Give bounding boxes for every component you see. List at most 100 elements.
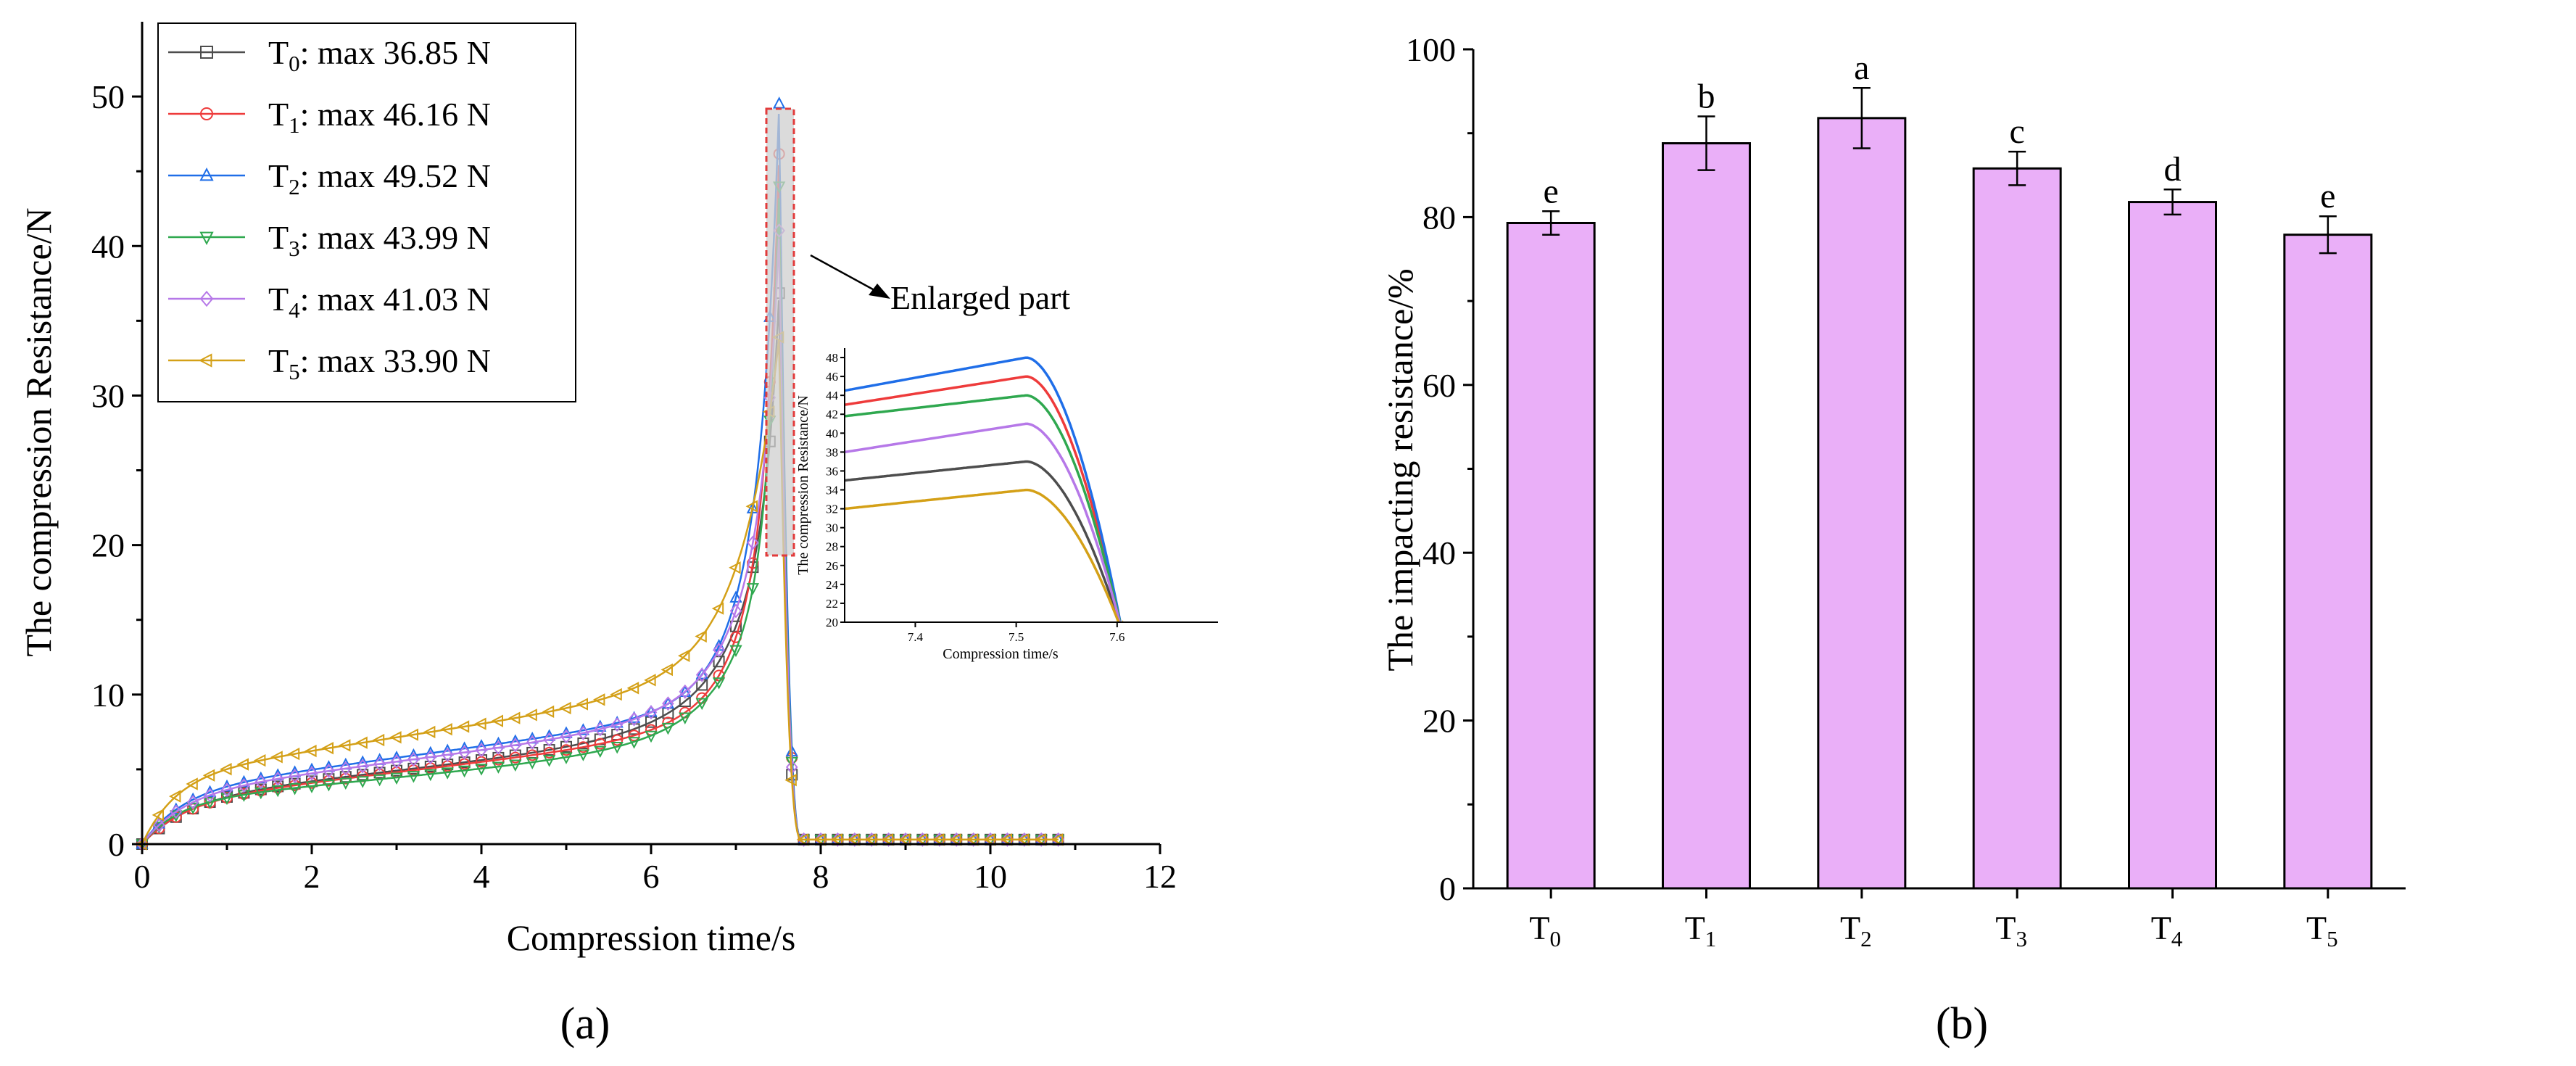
series-marker-T4 — [645, 705, 658, 720]
legend: T0: max 36.85 N T1: max 46.16 N T2: max 49… — [157, 22, 576, 402]
bar-y-tick-label: 80 — [1422, 199, 1456, 236]
panel-a-label: (a) — [560, 999, 610, 1049]
series-marker-T4 — [628, 711, 640, 727]
series-marker-T5 — [338, 739, 351, 752]
series-marker-T4 — [153, 817, 165, 832]
inset-x-tick-label: 7.5 — [1009, 630, 1024, 644]
series-marker-T4 — [339, 761, 352, 776]
inset-chart: 7.4 7.5 7.6 20 22 24 26 28 30 32 34 36 38 40 42 44 46 48… — [795, 348, 1218, 662]
series-marker-T4 — [458, 745, 471, 760]
legend-label: T3: max 43.99 N — [268, 219, 491, 261]
series-marker-T4 — [492, 740, 505, 755]
x-tick-label: 0 — [134, 858, 151, 895]
legend-marker-T1 — [200, 107, 213, 120]
series-marker-T4 — [170, 804, 183, 819]
series-marker-T1 — [526, 749, 539, 761]
series-marker-T4 — [577, 725, 589, 740]
series-marker-T4 — [254, 774, 268, 790]
series-marker-T5 — [711, 602, 724, 615]
series-marker-T3 — [373, 774, 386, 787]
bar-x-tick-label: T2 — [1840, 909, 1872, 951]
series-marker-T5 — [253, 753, 266, 767]
significance-letter: a — [1854, 49, 1869, 87]
series-marker-T3 — [610, 741, 624, 754]
enlarged-region-box — [765, 107, 795, 557]
bar-chart-axes — [1472, 49, 2406, 890]
inset-y-tick-label: 22 — [826, 597, 838, 611]
inset-y-tick-label: 26 — [826, 559, 838, 573]
series-marker-T4 — [747, 535, 759, 550]
inset-x-tick-label: 7.6 — [1109, 630, 1125, 644]
series-marker-T5 — [287, 747, 300, 761]
series-marker-T5 — [1000, 833, 1012, 846]
bar-x-tick-label: T5 — [2306, 909, 2338, 951]
series-marker-T0 — [696, 679, 708, 691]
series-marker-T3 — [390, 772, 403, 785]
series-marker-T4 — [186, 795, 199, 810]
legend-label: T5: max 33.90 N — [268, 342, 491, 384]
inset-y-label: The compression Resistance/N — [795, 395, 811, 575]
inset-y-tick-label: 24 — [826, 578, 839, 592]
significance-letter: e — [2320, 177, 2335, 215]
inset-y-tick-label: 32 — [826, 503, 838, 516]
series-marker-T5 — [847, 833, 860, 846]
series-marker-T5 — [474, 717, 486, 730]
series-marker-T4 — [323, 764, 335, 779]
series-marker-T3 — [407, 771, 421, 783]
series-marker-T5 — [677, 649, 690, 662]
series-marker-T3 — [661, 722, 675, 735]
significance-letter: c — [2010, 112, 2025, 151]
bar-T5 — [2283, 234, 2373, 890]
x-tick-label: 8 — [813, 858, 829, 895]
series-marker-T4 — [560, 729, 573, 744]
series-marker-T1 — [577, 741, 589, 753]
series-marker-T4 — [441, 747, 454, 762]
y-axis-label: The compression Resistance/N — [18, 207, 59, 656]
series-marker-T3 — [339, 777, 352, 790]
series-marker-T4 — [594, 722, 607, 737]
bar-y-ticks: 0 20 40 60 80 100 — [1406, 31, 1473, 907]
inset-y-tick-label: 36 — [826, 464, 838, 478]
series-marker-T5 — [152, 809, 164, 822]
x-tick-label: 10 — [974, 858, 1007, 895]
x-tick-label: 4 — [473, 858, 490, 895]
bar-y-tick-label: 20 — [1422, 703, 1456, 740]
series-marker-T4 — [407, 752, 420, 767]
inset-y-tick-label: 38 — [826, 445, 838, 459]
inset-line-T5 — [845, 488, 1124, 622]
inset-y-tick-label: 40 — [826, 426, 838, 440]
series-marker-T3 — [576, 749, 590, 761]
series-marker-T4 — [220, 782, 233, 798]
series-marker-T4 — [373, 756, 386, 772]
annotation-text: Enlarged part — [890, 279, 1070, 316]
x-axis-ticks: 0 2 4 6 8 10 12 — [134, 844, 1177, 895]
series-marker-T5 — [830, 833, 842, 846]
series-marker-T5 — [440, 723, 452, 736]
series-marker-T1 — [747, 557, 759, 569]
inset-background — [845, 348, 1218, 622]
y-axis-ticks: 0 10 20 30 40 50 — [91, 78, 142, 863]
bar-T1 — [1662, 142, 1751, 890]
inset-y-tick-label: 34 — [826, 484, 839, 497]
series-marker-T4 — [713, 643, 725, 658]
x-tick-label: 6 — [643, 858, 660, 895]
series-marker-T4 — [610, 717, 624, 732]
series-marker-T5 — [983, 833, 995, 846]
series-marker-T3 — [220, 793, 233, 806]
legend-label: T4: max 41.03 N — [268, 281, 491, 323]
series-marker-T4 — [305, 766, 318, 781]
inset-line-T0 — [845, 460, 1124, 622]
bar-x-tick-label: T0 — [1529, 909, 1561, 951]
inset-line-T4 — [845, 422, 1124, 622]
inset-y-tick-label: 20 — [826, 616, 838, 629]
legend-marker-T4 — [199, 290, 214, 307]
series-marker-T3 — [322, 780, 336, 792]
panel-b-label: (b) — [1936, 999, 1988, 1049]
annotation-arrow-head — [869, 284, 890, 299]
series-marker-T5 — [168, 790, 181, 803]
bar-T2 — [1817, 117, 1907, 890]
series-marker-T5 — [898, 833, 911, 846]
series-marker-T3 — [542, 755, 556, 767]
series-marker-T3 — [594, 745, 607, 759]
series-marker-T5 — [389, 731, 402, 744]
